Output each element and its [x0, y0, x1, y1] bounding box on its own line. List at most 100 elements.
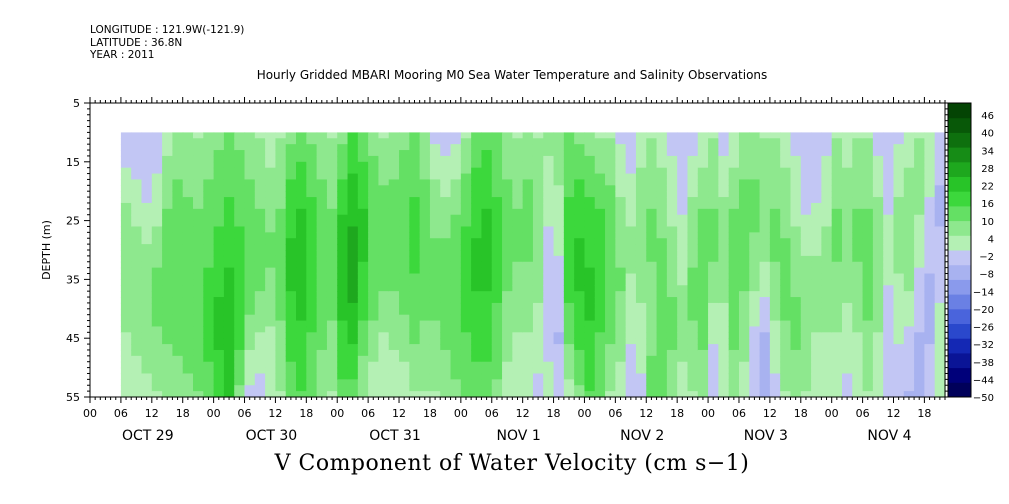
heatmap-cell [574, 197, 586, 204]
heatmap-cell [738, 244, 750, 251]
heatmap-cell [265, 197, 277, 204]
heatmap-cell [296, 238, 307, 245]
heatmap-cell [697, 391, 709, 398]
heatmap-cell [193, 267, 204, 275]
heatmap-cell [213, 332, 225, 339]
heatmap-cell [532, 361, 544, 369]
heatmap-cell [223, 150, 235, 157]
heatmap-cell [522, 367, 534, 375]
heatmap-cell [306, 367, 318, 375]
x-hour-label: 00 [330, 407, 344, 420]
heatmap-cell [553, 267, 565, 275]
heatmap-cell [862, 355, 874, 363]
heatmap-cell [120, 144, 132, 151]
heatmap-cell [584, 349, 596, 357]
heatmap-cell [728, 308, 740, 316]
heatmap-cell [934, 314, 946, 322]
heatmap-cell [522, 261, 534, 269]
heatmap-cell [656, 179, 668, 186]
heatmap-cell [378, 320, 390, 328]
heatmap-cell [460, 267, 472, 275]
heatmap-cell [646, 179, 658, 186]
heatmap-cell [903, 302, 915, 310]
heatmap-cell [800, 232, 812, 239]
heatmap-cell [141, 155, 153, 163]
heatmap-cell [749, 214, 761, 222]
heatmap-cell [800, 185, 812, 192]
heatmap-cell [357, 150, 369, 157]
heatmap-cell [522, 320, 534, 328]
heatmap-cell [347, 238, 359, 245]
heatmap-cell [357, 226, 369, 233]
heatmap-cell [471, 208, 483, 216]
heatmap-cell [223, 167, 235, 175]
heatmap-cell [893, 132, 905, 139]
heatmap-cell [244, 244, 256, 251]
heatmap-cell [790, 355, 802, 363]
heatmap-cell [615, 250, 627, 257]
heatmap-cell [347, 279, 359, 286]
heatmap-cell [285, 232, 297, 239]
heatmap-cell [708, 355, 719, 363]
heatmap-cell [687, 226, 699, 233]
heatmap-cell [574, 291, 586, 298]
heatmap-cell [460, 132, 472, 139]
heatmap-cell [821, 361, 833, 369]
heatmap-cell [440, 314, 452, 322]
heatmap-cell [460, 344, 472, 351]
heatmap-cell [326, 349, 338, 357]
heatmap-cell [811, 373, 822, 380]
heatmap-cell [841, 326, 853, 333]
heatmap-cell [635, 132, 647, 139]
heatmap-cell [883, 291, 895, 298]
heatmap-cell [800, 297, 812, 304]
heatmap-cell [594, 261, 606, 269]
heatmap-cell [718, 297, 730, 304]
heatmap-cell [275, 391, 287, 398]
heatmap-cell [440, 238, 452, 245]
x-hour-label: 00 [825, 407, 839, 420]
heatmap-cell [522, 250, 534, 257]
heatmap-cell [656, 314, 668, 322]
heatmap-cell [347, 361, 359, 369]
heatmap-cell [615, 214, 627, 222]
heatmap-cell [151, 226, 163, 233]
heatmap-cell [532, 150, 544, 157]
heatmap-cell [399, 138, 410, 145]
heatmap-cell [131, 379, 143, 386]
heatmap-cell [254, 155, 266, 163]
heatmap-cell [419, 355, 431, 363]
heatmap-cell [605, 273, 616, 280]
heatmap-cell [213, 173, 225, 181]
heatmap-cell [296, 138, 307, 145]
heatmap-cell [728, 373, 740, 380]
heatmap-cell [244, 302, 256, 310]
heatmap-cell [151, 238, 163, 245]
heatmap-cell [852, 355, 864, 363]
heatmap-cell [697, 232, 709, 239]
heatmap-cell [326, 226, 338, 233]
heatmap-cell [790, 226, 802, 233]
heatmap-cell [419, 179, 431, 186]
heatmap-cell [326, 338, 338, 345]
heatmap-cell [841, 226, 853, 233]
heatmap-cell [883, 379, 895, 386]
heatmap-cell [605, 332, 616, 339]
heatmap-cell [378, 144, 390, 151]
heatmap-cell [934, 138, 946, 145]
heatmap-cell [656, 255, 668, 263]
heatmap-cell [409, 250, 421, 257]
heatmap-cell [368, 220, 380, 228]
heatmap-cell [512, 338, 524, 345]
heatmap-cell [419, 238, 431, 245]
heatmap-cell [811, 273, 822, 280]
heatmap-cell [296, 167, 307, 175]
colorbar-swatch [948, 264, 971, 280]
heatmap-cell [357, 208, 369, 216]
heatmap-cell [450, 285, 462, 292]
heatmap-cell [193, 185, 204, 192]
heatmap-cell [172, 291, 184, 298]
heatmap-cell [326, 238, 338, 245]
heatmap-cell [708, 344, 719, 351]
heatmap-cell [460, 191, 472, 198]
